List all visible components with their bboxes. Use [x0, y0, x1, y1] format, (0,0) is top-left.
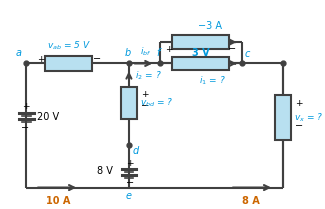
Text: $v_{ab}$ = 5 V: $v_{ab}$ = 5 V	[47, 39, 91, 52]
Text: 10 A: 10 A	[46, 196, 71, 206]
Text: c: c	[245, 49, 250, 59]
Text: +: +	[126, 159, 134, 168]
Text: +: +	[37, 55, 45, 64]
Text: $i_2$ = ?: $i_2$ = ?	[135, 69, 162, 82]
Bar	[46, 56, 92, 71]
Bar	[121, 87, 137, 119]
Text: −: −	[21, 123, 30, 133]
Bar	[275, 95, 291, 140]
Text: 8 V: 8 V	[97, 166, 113, 176]
Text: $v_{bd}$ = ?: $v_{bd}$ = ?	[140, 97, 174, 109]
Text: 20 V: 20 V	[37, 112, 59, 122]
Text: b: b	[124, 48, 131, 58]
Text: −3 A: −3 A	[198, 21, 222, 31]
Text: −: −	[228, 44, 237, 54]
Text: −: −	[141, 101, 149, 111]
Text: $v_x$ = ?: $v_x$ = ?	[294, 111, 324, 124]
Text: e: e	[126, 191, 132, 201]
Bar	[172, 36, 229, 49]
Text: −: −	[93, 54, 101, 64]
Text: +: +	[141, 90, 149, 99]
Text: d: d	[132, 146, 139, 156]
Text: 8 A: 8 A	[242, 196, 259, 206]
Text: −: −	[126, 178, 134, 189]
Text: f: f	[157, 48, 160, 58]
Text: $i_{bf}$: $i_{bf}$	[140, 45, 151, 58]
Text: +: +	[295, 99, 303, 108]
Text: 3 V: 3 V	[192, 48, 210, 58]
Text: −: −	[295, 121, 303, 131]
Text: a: a	[16, 48, 22, 58]
Text: +: +	[165, 45, 173, 54]
Text: +: +	[22, 102, 29, 111]
Text: $i_1$ = ?: $i_1$ = ?	[199, 74, 226, 87]
Bar	[172, 57, 229, 70]
